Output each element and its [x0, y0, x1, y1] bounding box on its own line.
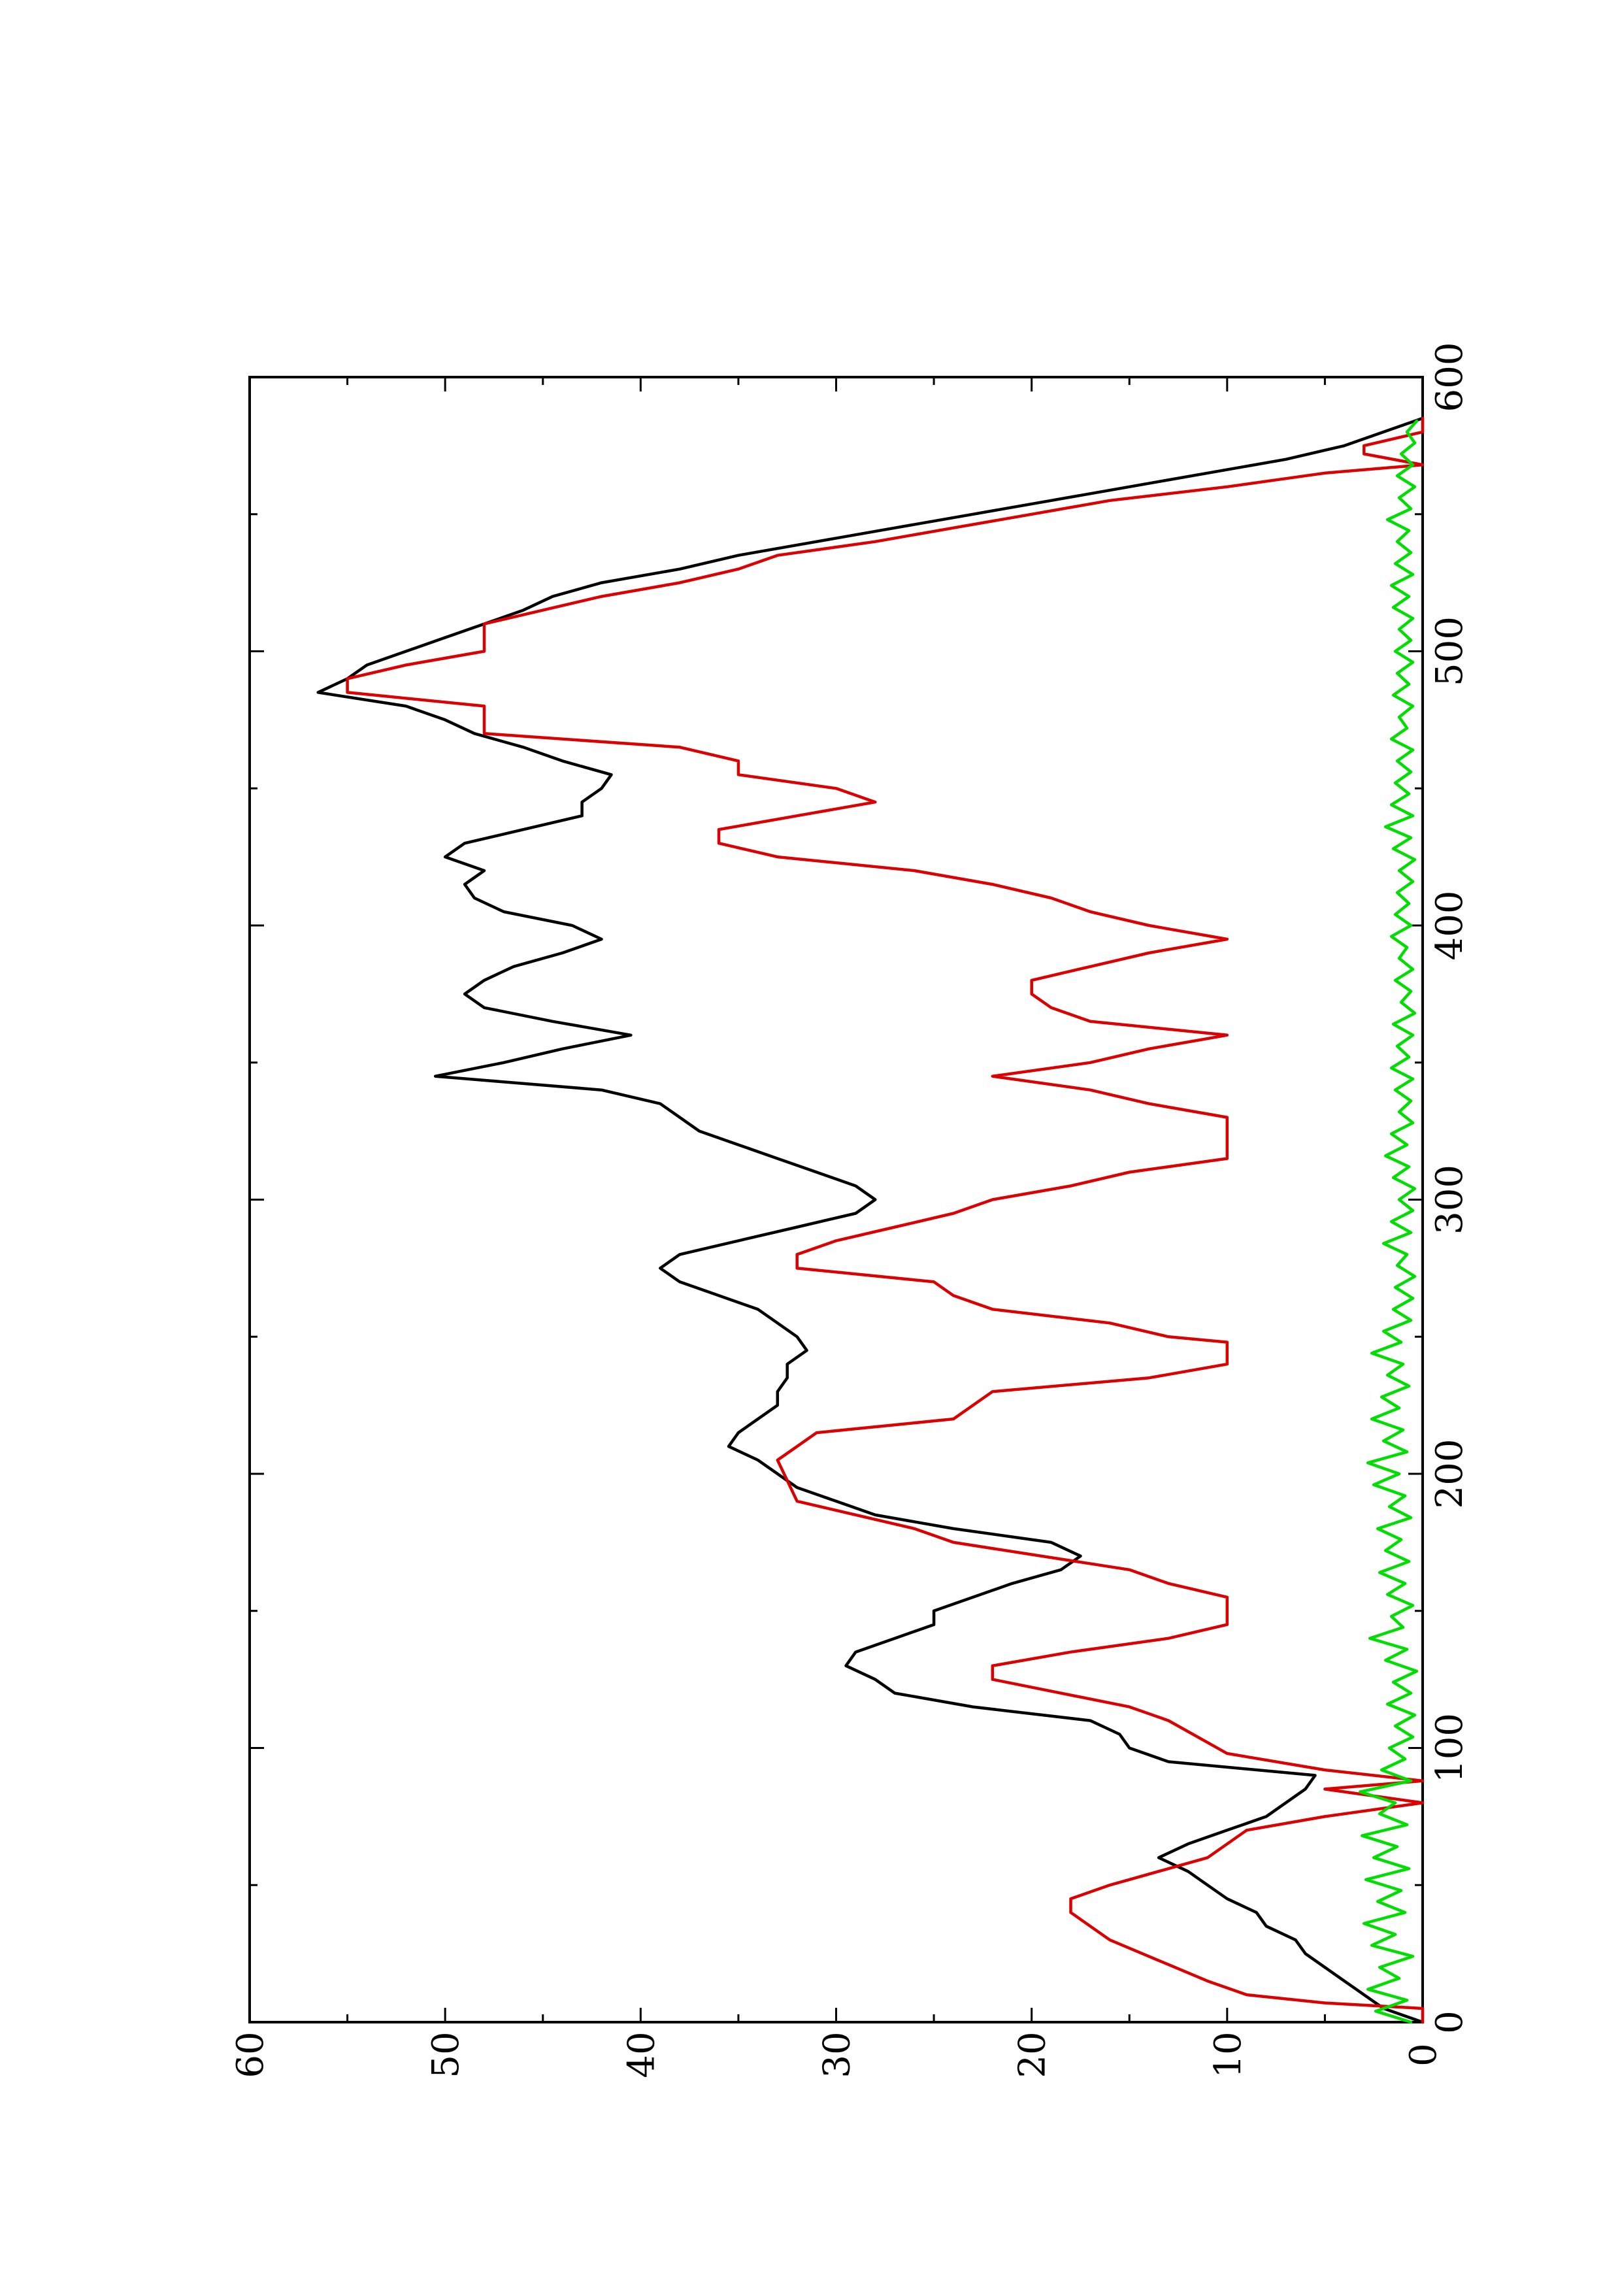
x-tick-label: 300 — [1429, 1165, 1471, 1235]
x-tick-label: 0 — [1429, 2010, 1471, 2034]
x-tick-label: 500 — [1429, 616, 1471, 686]
y-tick-label: 20 — [1012, 2031, 1054, 2078]
plot-group: 0 100 200 300 400 500 600 0 10 20 30 40 50 60 — [229, 342, 1471, 2078]
series-black-line — [316, 416, 1425, 2024]
y-tick-label: 50 — [425, 2031, 467, 2078]
series-red-step-line — [346, 416, 1425, 2024]
y-tick-label: 30 — [816, 2031, 859, 2078]
y-tick-label: 10 — [1207, 2031, 1249, 2078]
x-tick-label: 100 — [1429, 1713, 1471, 1783]
plot-frame — [248, 376, 1424, 2023]
series-green-line — [1359, 419, 1419, 2024]
y-tick-label: 40 — [620, 2031, 663, 2078]
x-tick-label: 400 — [1429, 891, 1471, 961]
x-tick-label: 200 — [1429, 1439, 1471, 1509]
x-tick-label: 600 — [1429, 342, 1471, 412]
y-tick-label: 0 — [1402, 2043, 1445, 2067]
y-tick-label: 60 — [229, 2031, 272, 2078]
